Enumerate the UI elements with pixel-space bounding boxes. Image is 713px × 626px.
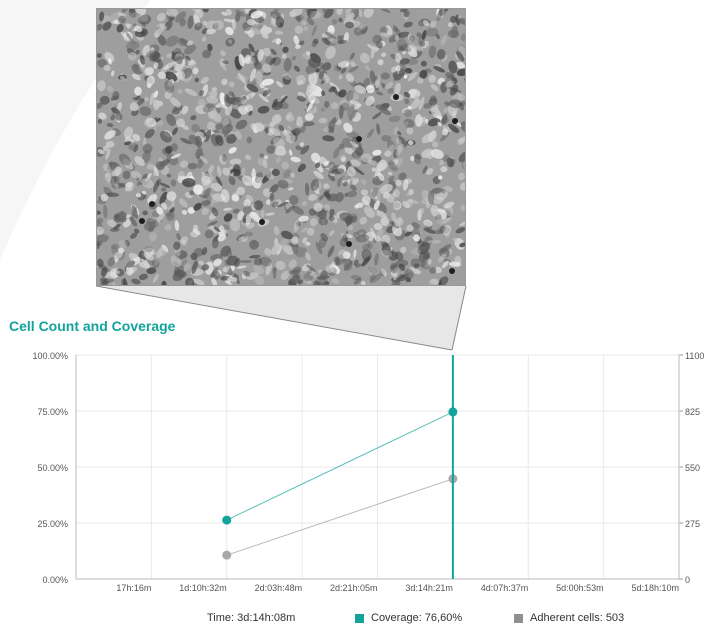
cell-count-coverage-chart[interactable]: 100.00% 75.00% 50.00% 25.00% 0.00% 1100 825 550… — [0, 340, 713, 602]
y-right-tick-label: 275 — [685, 519, 700, 529]
adherent-point[interactable] — [222, 550, 232, 560]
y-left-tick-label: 25.00% — [37, 519, 68, 529]
coverage-swatch-icon — [355, 613, 364, 623]
y-left-tick-label: 100.00% — [32, 351, 68, 361]
adherent-series-line — [226, 478, 454, 556]
micrograph-texture — [97, 9, 465, 285]
y-left-tick-label: 0.00% — [42, 575, 68, 585]
legend-adherent-label: Adherent cells: 503 — [530, 612, 625, 624]
y-right-tick-label: 550 — [685, 463, 700, 473]
x-tick-label: 2d:03h:48m — [255, 583, 303, 593]
x-tick-label: 3d:14h:21m — [405, 583, 453, 593]
y-right-tick-label: 0 — [685, 575, 690, 585]
x-tick-label: 1d:10h:32m — [179, 583, 227, 593]
x-tick-label: 5d:00h:53m — [556, 583, 604, 593]
chart-title: Cell Count and Coverage — [9, 318, 176, 334]
legend-adherent[interactable]: Adherent cells: 503 — [514, 612, 624, 624]
legend-time: Time: 3d:14h:08m — [207, 612, 295, 624]
coverage-series-line — [226, 411, 454, 521]
x-tick-label: 2d:21h:05m — [330, 583, 378, 593]
legend-time-label: Time: 3d:14h:08m — [207, 612, 296, 624]
legend-coverage-label: Coverage: 76,60% — [371, 612, 463, 624]
y-left-tick-label: 50.00% — [37, 463, 68, 473]
y-left-tick-label: 75.00% — [37, 407, 68, 417]
x-tick-label: 5d:18h:10m — [631, 583, 679, 593]
x-tick-label: 4d:07h:37m — [481, 583, 529, 593]
adherent-swatch-icon — [514, 613, 523, 623]
coverage-point[interactable] — [222, 515, 232, 525]
legend-coverage[interactable]: Coverage: 76,60% — [355, 612, 462, 624]
x-tick-label: 17h:16m — [116, 583, 151, 593]
y-right-tick-label: 825 — [685, 407, 700, 417]
y-right-tick-label: 1100 — [685, 351, 704, 361]
cell-micrograph-image — [96, 8, 466, 286]
